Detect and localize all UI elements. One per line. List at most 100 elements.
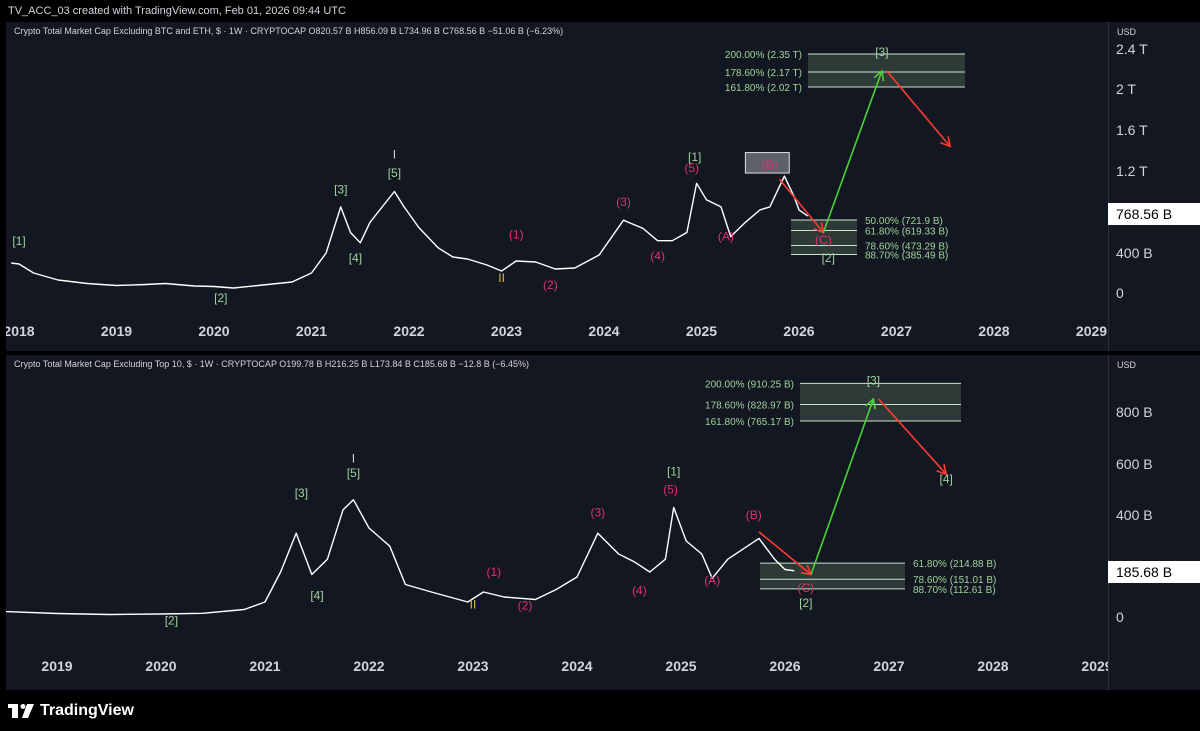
pane-1-title: Crypto Total Market Cap Excluding BTC an… bbox=[14, 26, 563, 36]
pane-1-wave-label: (1) bbox=[509, 228, 524, 242]
pane-1-wave-label: (C) bbox=[815, 233, 832, 247]
pane-2-wave-label: (1) bbox=[486, 565, 501, 579]
pane-2-x-tick-label: 2025 bbox=[665, 658, 696, 674]
price-scale-2[interactable]: USD bbox=[1108, 355, 1200, 690]
pane-2-wave-label: I bbox=[352, 452, 355, 466]
currency-label-2: USD bbox=[1117, 360, 1137, 370]
pane-2-last-price-label: 185.68 B bbox=[1116, 564, 1172, 580]
pane-2-x-tick-label: 2028 bbox=[977, 658, 1008, 674]
pane-1-y-tick-label: 1.2 T bbox=[1116, 163, 1148, 179]
pane-1-x-tick-label: 2022 bbox=[393, 323, 424, 339]
pane-1-projection-arrow-line bbox=[886, 70, 951, 147]
price-scale-1[interactable]: USD bbox=[1108, 22, 1200, 351]
pane-1-fib-target-label: 161.80% (2.02 T) bbox=[725, 83, 802, 94]
pane-1-x-tick-label: 2029 bbox=[1076, 323, 1107, 339]
pane-2-y-tick-label: 0 bbox=[1116, 609, 1124, 625]
pane-1-wave-label: II bbox=[498, 271, 505, 285]
pane-1-fib-target-label: 200.00% (2.35 T) bbox=[725, 50, 802, 61]
pane-1-fib-support-label: 78.60% (473.29 B) bbox=[865, 241, 948, 252]
pane-1-projection-arrow-line bbox=[822, 70, 883, 233]
pane-1-x-tick-label: 2027 bbox=[881, 323, 912, 339]
pane-1-wave-label: (2) bbox=[543, 278, 558, 292]
pane-1-wave-label: [2] bbox=[822, 251, 835, 265]
pane-2-wave-label: [5] bbox=[347, 466, 360, 480]
pane-2-wave-label: (B) bbox=[746, 508, 762, 522]
pane-2-wave-label: (3) bbox=[590, 505, 605, 519]
pane-2-wave-label: II bbox=[470, 597, 477, 611]
pane-2-wave-label: [2] bbox=[799, 596, 812, 610]
pane-1-x-tick-label: 2023 bbox=[491, 323, 522, 339]
pane-2-last-price-box bbox=[1108, 561, 1200, 583]
pane-2-x-tick-label: 2022 bbox=[353, 658, 384, 674]
pane-1-y-tick-label: 400 B bbox=[1116, 245, 1153, 261]
pane-1-x-tick-label: 2024 bbox=[588, 323, 619, 339]
pane-2-wave-label: (2) bbox=[518, 599, 533, 613]
pane-1-wave-label: [1] bbox=[12, 234, 25, 248]
pane-1-x-tick-label: 2019 bbox=[101, 323, 132, 339]
pane-2-fib-target-label: 178.60% (828.97 B) bbox=[705, 400, 794, 411]
pane-1-y-tick-label: 2 T bbox=[1116, 81, 1136, 97]
pane-1-wave-label: [2] bbox=[214, 291, 227, 305]
pane-1-fib-support-zone bbox=[791, 220, 857, 255]
pane-2-wave-label: [2] bbox=[165, 614, 178, 628]
pane-1-x-tick-label: 2026 bbox=[783, 323, 814, 339]
pane-2-y-tick-label: 800 B bbox=[1116, 404, 1153, 420]
pane-1-last-price-box bbox=[1108, 203, 1200, 225]
pane-2-projection-arrow-line bbox=[758, 531, 812, 576]
pane-1-wave-label: [3] bbox=[875, 45, 888, 59]
pane-1-y-tick-label: 0 bbox=[1116, 285, 1124, 301]
pane-1-x-tick-label: 2021 bbox=[296, 323, 327, 339]
pane-1-wave-label: (4) bbox=[650, 249, 665, 263]
pane-2-ohlc: O199.78 B H216.25 B L173.84 B C185.68 B … bbox=[279, 359, 529, 369]
pane-1-fib-support-label: 88.70% (385.49 B) bbox=[865, 250, 948, 261]
pane-2-x-tick-label: 2019 bbox=[41, 658, 72, 674]
pane-1-x-tick-label: 2028 bbox=[978, 323, 1009, 339]
pane-1-fib-target-zone bbox=[808, 54, 965, 87]
pane-2-projection-arrow-head bbox=[865, 397, 876, 410]
pane-2-wave-label: [1] bbox=[667, 464, 680, 478]
pane-separator[interactable] bbox=[0, 351, 1200, 355]
pane-2-wave-label: [3] bbox=[867, 374, 880, 388]
pane-1-ohlc: O820.57 B H856.09 B L734.96 B C768.56 B … bbox=[308, 26, 564, 36]
pane-2-fib-target-label: 161.80% (765.17 B) bbox=[705, 417, 794, 428]
pane-2-wave-label: [3] bbox=[295, 486, 308, 500]
pane-2-projection-arrow-head bbox=[936, 463, 948, 476]
pane-1-projection-arrow-head bbox=[940, 136, 952, 148]
brand-name: TradingView bbox=[40, 702, 134, 719]
pane-1-wave-label: [5] bbox=[388, 166, 401, 180]
pane-1-price-line bbox=[11, 175, 809, 289]
pane-2-wave-label: (5) bbox=[663, 482, 678, 496]
pane-1-fib-support-label: 61.80% (619.33 B) bbox=[865, 227, 948, 238]
pane-2-x-tick-label: 2027 bbox=[873, 658, 904, 674]
pane-1-last-price-label: 768.56 B bbox=[1116, 206, 1172, 222]
pane-2-title: Crypto Total Market Cap Excluding Top 10… bbox=[14, 359, 529, 369]
pane-2-y-tick-label: 400 B bbox=[1116, 507, 1153, 523]
pane-1-x-tick-label: 2020 bbox=[198, 323, 229, 339]
tradingview-logo-icon bbox=[8, 704, 34, 718]
pane-2-y-tick-label: 600 B bbox=[1116, 456, 1153, 472]
pane-2-x-tick-label: 2023 bbox=[457, 658, 488, 674]
pane-1-projection-arrow-line bbox=[778, 178, 824, 234]
pane-2-projection-arrow-line bbox=[878, 398, 947, 475]
pane-2-fib-target-label: 200.00% (910.25 B) bbox=[705, 379, 794, 390]
pane-1-wave-label: (B) bbox=[762, 158, 778, 172]
pane-1-symbol: Crypto Total Market Cap Excluding BTC an… bbox=[14, 26, 306, 36]
pane-2-projection-arrow-line bbox=[810, 398, 875, 575]
pane-1-y-tick-label: 1.6 T bbox=[1116, 122, 1148, 138]
pane-1-y-tick-label: 2.4 T bbox=[1116, 41, 1148, 57]
pane-1-wave-label: [3] bbox=[334, 183, 347, 197]
pane-2-symbol: Crypto Total Market Cap Excluding Top 10… bbox=[14, 359, 277, 369]
pane-1-b-wave-box bbox=[744, 152, 790, 174]
pane-2-fib-support-label: 61.80% (214.88 B) bbox=[913, 559, 996, 570]
pane-1-wave-label: (A) bbox=[718, 230, 734, 244]
pane-1-wave-label: [4] bbox=[349, 251, 362, 265]
currency-label-1: USD bbox=[1117, 27, 1137, 37]
pane-1-wave-label: [1] bbox=[688, 150, 701, 164]
pane-1-projection-arrow-head bbox=[873, 69, 885, 82]
footer bbox=[0, 692, 1200, 731]
pane-1-wave-label: I bbox=[393, 148, 396, 162]
pane-2-fib-support-zone bbox=[760, 563, 905, 589]
caption: TV_ACC_03 created with TradingView.com, … bbox=[8, 5, 346, 17]
tradingview-logo[interactable]: TradingView bbox=[8, 701, 134, 721]
